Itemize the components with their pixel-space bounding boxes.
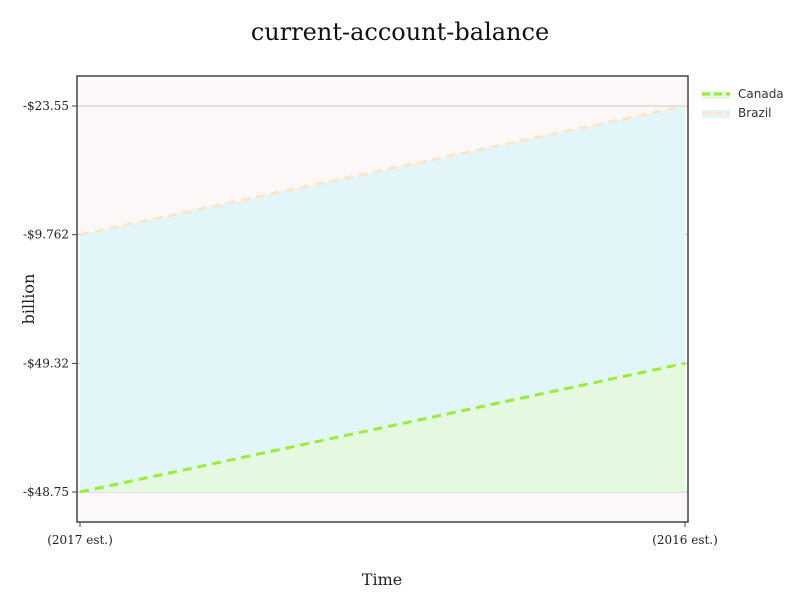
- x-tick-label: (2017 est.): [47, 533, 113, 547]
- legend-label-brazil: Brazil: [738, 106, 772, 120]
- y-tick-label: -$23.55: [23, 99, 69, 113]
- y-axis-ticks: -$23.55 -$9.762 -$49.32 -$48.75: [23, 99, 77, 499]
- y-axis-label: billion: [19, 274, 38, 325]
- chart-title: current-account-balance: [251, 18, 549, 46]
- y-tick-label: -$9.762: [23, 228, 69, 242]
- series-lines: [79, 104, 686, 494]
- line-brazil: [79, 104, 686, 237]
- y-tick-label: -$48.75: [23, 485, 69, 499]
- line-canada: [79, 361, 686, 494]
- legend-label-canada: Canada: [738, 87, 784, 101]
- legend: Canada Brazil: [702, 87, 784, 120]
- area-brazil: [80, 106, 685, 492]
- x-axis-ticks: (2017 est.) (2016 est.): [47, 522, 718, 547]
- x-axis-label: Time: [362, 570, 402, 589]
- y-tick-label: -$49.32: [23, 356, 69, 370]
- x-tick-label: (2016 est.): [652, 533, 718, 547]
- plot-border: [76, 75, 689, 523]
